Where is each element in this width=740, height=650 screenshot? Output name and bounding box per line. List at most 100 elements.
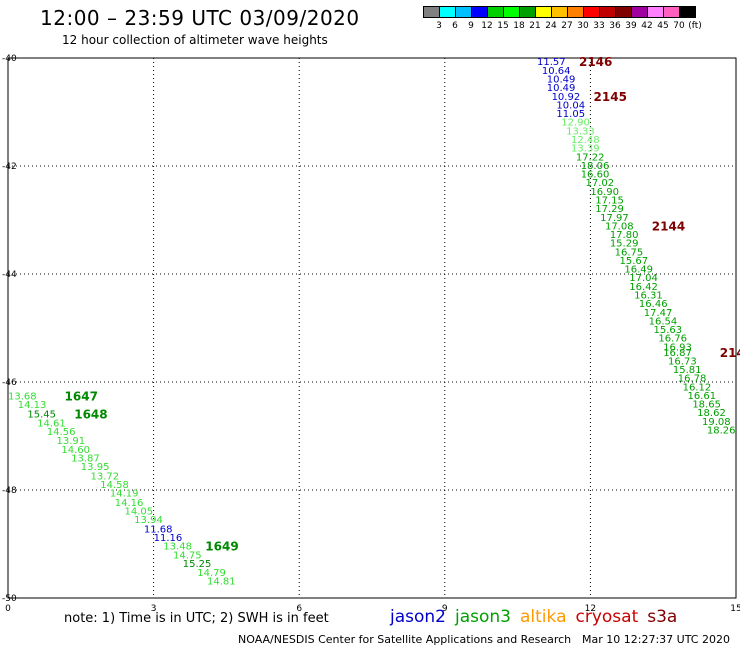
color-scale-label: 3 [436,21,442,31]
swh-value-label: 12.90 [561,118,590,129]
x-tick-label: 6 [296,604,302,614]
swh-value-label: 13.33 [566,126,595,137]
x-tick-label: 9 [442,604,448,614]
swh-value-label: 16.87 [663,348,692,359]
swh-value-label: 13.68 [8,392,37,403]
swh-value-label: 16.61 [687,391,716,402]
color-scale-label: 21 [529,21,541,31]
swh-value-label: 16.78 [678,374,707,385]
swh-value-label: 14.58 [100,480,129,491]
pass-time-label: 1649 [205,540,238,554]
swh-value-label: 15.45 [27,409,56,420]
swh-value-label: 15.63 [653,325,682,336]
color-scale-label: 36 [609,21,621,31]
page-title: 12:00 – 23:59 UTC 03/09/2020 [40,6,360,30]
plot-frame [7,57,737,599]
generated-timestamp: Mar 10 12:27:37 UTC 2020 [582,633,730,646]
swh-value-label: 16.73 [668,356,697,367]
swh-value-label: 14.56 [47,427,76,438]
swh-value-label: 17.29 [595,204,624,215]
swh-value-label: 18.26 [707,426,736,437]
color-scale-label: 33 [593,21,605,31]
swh-value-label: 17.97 [600,213,629,224]
legend-item: s3a [647,607,678,627]
y-tick-label: -48 [2,486,17,496]
swh-value-label: 17.80 [610,230,639,241]
x-tick-label: 12 [585,604,596,614]
swh-value-label: 16.42 [629,282,658,293]
swh-value-label: 10.64 [542,66,571,77]
swh-value-label: 15.81 [673,365,702,376]
swh-value-label: 18.62 [697,408,726,419]
swh-value-label: 18.65 [692,400,721,411]
swh-value-label: 16.76 [658,334,687,345]
swh-value-label: 14.13 [18,400,47,411]
satellite-legend: jason2 jason3 altika cryosat s3a [390,607,686,627]
swh-value-label: 16.54 [649,316,678,327]
swh-value-label: 13.87 [71,454,100,465]
swh-value-label: 16.31 [634,291,663,302]
swh-value-label: 13.91 [57,436,86,447]
footnote: note: 1) Time is in UTC; 2) SWH is in fe… [64,611,329,626]
pass-time-label: 1647 [65,390,98,404]
color-scale-label: 42 [641,21,653,31]
swh-value-label: 15.25 [183,559,212,570]
color-scale-label: 15 [497,21,509,31]
swh-value-label: 14.05 [124,507,153,518]
swh-value-label: 10.49 [547,83,576,94]
pass-time-label: 1648 [74,407,107,421]
color-scale-label: 30 [577,21,589,31]
color-scale-label: 24 [545,21,557,31]
swh-value-label: 15.29 [610,239,639,250]
pass-time-label: 2145 [594,90,627,104]
y-tick-label: -50 [2,594,17,604]
pass-time-label: 2146 [579,55,612,69]
color-scale-bar [423,6,696,18]
swh-value-label: 14.81 [207,577,236,588]
color-swatch [679,6,696,18]
swh-value-label: 16.60 [581,170,610,181]
swh-value-label: 17.04 [629,273,658,284]
color-scale-label: 9 [468,21,474,31]
color-scale-label: 70 [673,21,685,31]
x-tick-label: 0 [5,604,11,614]
y-tick-label: -46 [2,378,17,388]
swh-value-label: 12.48 [571,135,600,146]
swh-value-label: 14.16 [115,498,144,509]
swh-value-label: 11.16 [154,533,183,544]
x-tick-label: 3 [151,604,157,614]
swh-value-label: 17.08 [605,221,634,232]
color-scale-label: 27 [561,21,573,31]
legend-item: jason3 [455,607,511,627]
y-tick-label: -40 [2,54,17,64]
swh-value-label: 16.75 [615,247,644,258]
swh-value-label: 18.06 [581,161,610,172]
swh-value-label: 17.15 [595,195,624,206]
swh-value-label: 14.79 [197,568,226,579]
x-tick-label: 15 [730,604,740,614]
swh-value-label: 14.61 [37,419,66,430]
swh-value-label: 11.68 [144,524,173,535]
swh-value-label: 16.93 [663,342,692,353]
swh-value-label: 16.12 [683,382,712,393]
color-scale-label: 18 [513,21,525,31]
y-tick-label: -42 [2,162,17,172]
swh-value-label: 13.39 [571,144,600,155]
credit-text: NOAA/NESDIS Center for Satellite Applica… [238,633,572,646]
color-scale-labels: 3 6 9 12 15 18 21 24 27 30 33 36 39 42 45 70 (ft) [423,21,740,33]
swh-value-label: 15.67 [620,256,649,267]
swh-value-label: 10.04 [556,100,585,111]
color-scale-label: (ft) [688,21,702,31]
swh-value-label: 17.47 [644,308,673,319]
swh-value-label: 13.94 [134,515,163,526]
swh-value-label: 16.49 [624,265,653,276]
color-scale-label: 39 [625,21,637,31]
swh-value-label: 14.75 [173,550,202,561]
pass-time-label: 2144 [652,219,685,233]
swh-value-label: 13.95 [81,462,110,473]
pass-time-label: 2143 [720,346,740,360]
swh-value-label: 17.22 [576,152,605,163]
swh-value-label: 14.19 [110,489,139,500]
legend-item: altika [520,607,567,627]
